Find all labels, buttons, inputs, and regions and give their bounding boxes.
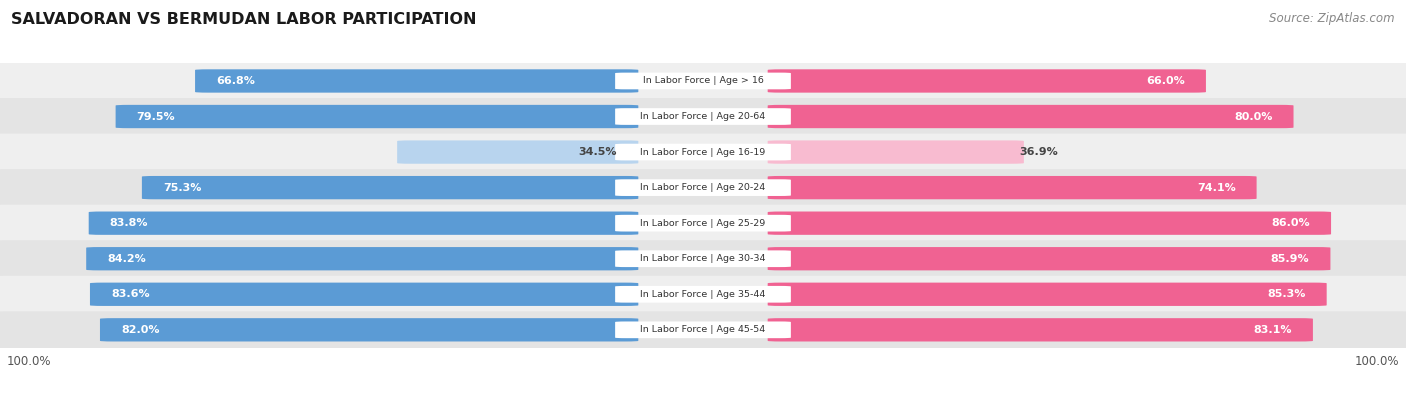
Text: 83.6%: 83.6% xyxy=(111,289,149,299)
FancyBboxPatch shape xyxy=(0,240,1406,277)
Text: 100.0%: 100.0% xyxy=(1354,356,1399,369)
FancyBboxPatch shape xyxy=(616,73,790,89)
Text: 85.9%: 85.9% xyxy=(1271,254,1309,264)
FancyBboxPatch shape xyxy=(616,108,790,125)
FancyBboxPatch shape xyxy=(100,318,638,342)
FancyBboxPatch shape xyxy=(89,211,638,235)
FancyBboxPatch shape xyxy=(768,282,1327,306)
Text: 85.3%: 85.3% xyxy=(1267,289,1306,299)
Text: In Labor Force | Age 20-64: In Labor Force | Age 20-64 xyxy=(640,112,766,121)
FancyBboxPatch shape xyxy=(616,286,790,303)
FancyBboxPatch shape xyxy=(768,318,1313,342)
FancyBboxPatch shape xyxy=(768,69,1206,93)
FancyBboxPatch shape xyxy=(768,211,1331,235)
Text: 66.0%: 66.0% xyxy=(1146,76,1185,86)
Text: 84.2%: 84.2% xyxy=(107,254,146,264)
FancyBboxPatch shape xyxy=(0,98,1406,135)
Text: 34.5%: 34.5% xyxy=(579,147,617,157)
FancyBboxPatch shape xyxy=(768,176,1257,199)
FancyBboxPatch shape xyxy=(90,282,638,306)
Text: In Labor Force | Age 20-24: In Labor Force | Age 20-24 xyxy=(640,183,766,192)
FancyBboxPatch shape xyxy=(195,69,638,93)
FancyBboxPatch shape xyxy=(616,179,790,196)
Text: 82.0%: 82.0% xyxy=(121,325,159,335)
Text: 66.8%: 66.8% xyxy=(217,76,254,86)
Text: Source: ZipAtlas.com: Source: ZipAtlas.com xyxy=(1270,12,1395,25)
Text: In Labor Force | Age 16-19: In Labor Force | Age 16-19 xyxy=(640,148,766,156)
Text: 74.1%: 74.1% xyxy=(1197,182,1236,193)
FancyBboxPatch shape xyxy=(0,205,1406,242)
FancyBboxPatch shape xyxy=(768,140,1024,164)
FancyBboxPatch shape xyxy=(86,247,638,271)
FancyBboxPatch shape xyxy=(0,169,1406,206)
Text: In Labor Force | Age > 16: In Labor Force | Age > 16 xyxy=(643,77,763,85)
Text: 83.8%: 83.8% xyxy=(110,218,148,228)
Text: In Labor Force | Age 35-44: In Labor Force | Age 35-44 xyxy=(640,290,766,299)
Text: 75.3%: 75.3% xyxy=(163,182,201,193)
FancyBboxPatch shape xyxy=(616,250,790,267)
FancyBboxPatch shape xyxy=(616,215,790,231)
FancyBboxPatch shape xyxy=(616,144,790,160)
Text: SALVADORAN VS BERMUDAN LABOR PARTICIPATION: SALVADORAN VS BERMUDAN LABOR PARTICIPATI… xyxy=(11,12,477,27)
FancyBboxPatch shape xyxy=(115,105,638,128)
FancyBboxPatch shape xyxy=(0,311,1406,348)
Text: 79.5%: 79.5% xyxy=(136,111,176,122)
FancyBboxPatch shape xyxy=(396,140,638,164)
Text: 36.9%: 36.9% xyxy=(1019,147,1059,157)
FancyBboxPatch shape xyxy=(616,322,790,338)
FancyBboxPatch shape xyxy=(0,62,1406,100)
FancyBboxPatch shape xyxy=(768,247,1330,271)
Text: 86.0%: 86.0% xyxy=(1271,218,1310,228)
Text: 83.1%: 83.1% xyxy=(1253,325,1292,335)
Text: 100.0%: 100.0% xyxy=(7,356,52,369)
FancyBboxPatch shape xyxy=(768,105,1294,128)
Text: In Labor Force | Age 25-29: In Labor Force | Age 25-29 xyxy=(640,219,766,228)
Text: In Labor Force | Age 45-54: In Labor Force | Age 45-54 xyxy=(640,325,766,334)
Text: In Labor Force | Age 30-34: In Labor Force | Age 30-34 xyxy=(640,254,766,263)
FancyBboxPatch shape xyxy=(0,276,1406,313)
FancyBboxPatch shape xyxy=(142,176,638,199)
Text: 80.0%: 80.0% xyxy=(1234,111,1272,122)
FancyBboxPatch shape xyxy=(0,134,1406,171)
